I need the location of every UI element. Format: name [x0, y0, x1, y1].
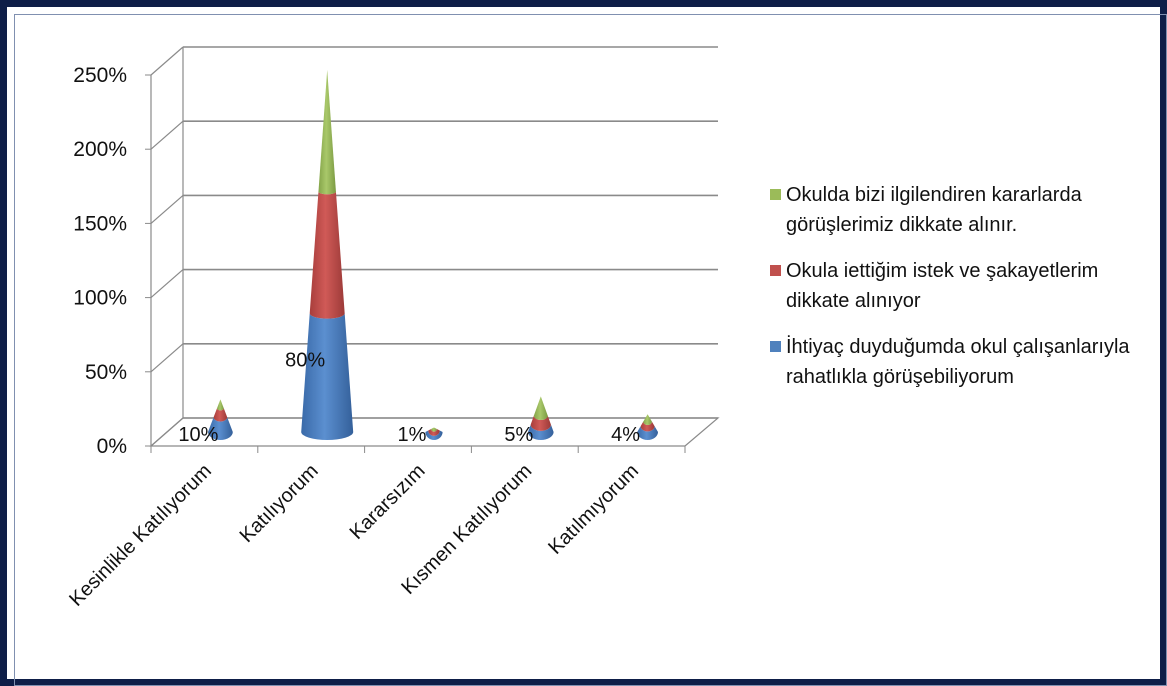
cone-segment-2 — [530, 415, 551, 431]
data-label: 4% — [611, 424, 640, 446]
cone-segment-2 — [428, 429, 440, 436]
gridline-diagonal — [150, 46, 184, 76]
legend-swatch-green — [770, 189, 781, 200]
cone-segment-1 — [208, 417, 233, 440]
legend-swatch-blue — [770, 341, 781, 352]
x-tick-label: Katılıyorum — [236, 460, 323, 547]
cone-segment-2 — [309, 191, 345, 319]
gridline-diagonal — [150, 269, 184, 299]
legend-label-green: Okulda bizi ilgilendiren kararlarda görü… — [786, 184, 1082, 236]
legend-item-red: Okula iettiğim istek ve şakayetlerim dik… — [770, 256, 1160, 316]
gridline-diagonal — [150, 194, 184, 224]
legend: Okulda bizi ilgilendiren kararlarda görü… — [770, 180, 1160, 408]
legend-item-green: Okulda bizi ilgilendiren kararlarda görü… — [770, 180, 1160, 240]
floor — [149, 417, 720, 447]
cone-segment-3 — [318, 69, 336, 195]
y-tick-label: 250% — [73, 64, 127, 87]
y-tick-label: 100% — [73, 287, 127, 310]
legend-swatch-red — [770, 265, 781, 276]
legend-item-blue: İhtiyaç duyduğumda okul çalışanlarıyla r… — [770, 332, 1160, 392]
cone-5 — [637, 414, 658, 440]
cone-segment-3 — [643, 414, 652, 425]
legend-label-red: Okula iettiğim istek ve şakayetlerim dik… — [786, 260, 1099, 312]
y-tick-label: 0% — [97, 435, 127, 458]
data-label: 5% — [504, 424, 533, 446]
gridline-diagonal — [150, 343, 184, 373]
cone-segment-2 — [213, 408, 228, 422]
x-tick-label: Katılmıyorum — [544, 460, 643, 559]
legend-label-blue: İhtiyaç duyduğumda okul çalışanlarıyla r… — [786, 336, 1130, 388]
cone-segment-3 — [217, 399, 224, 411]
cone-segment-3 — [431, 427, 437, 432]
data-label: 10% — [178, 424, 218, 446]
y-tick-label: 200% — [73, 138, 127, 161]
cone-1 — [208, 399, 233, 440]
cone-segment-1 — [637, 426, 658, 440]
gridline-diagonal — [150, 120, 184, 150]
cone-segment-1 — [528, 424, 554, 440]
cone-segment-1 — [301, 313, 354, 440]
x-tick-label: Kararsızım — [346, 460, 430, 544]
cone-2 — [301, 69, 354, 440]
cone-segment-2 — [640, 421, 655, 432]
cone-segment-3 — [533, 396, 548, 421]
data-label: 80% — [285, 350, 325, 372]
y-tick-label: 150% — [73, 212, 127, 235]
gridlines — [150, 46, 718, 447]
data-label: 1% — [398, 424, 427, 446]
y-tick-label: 50% — [85, 361, 127, 384]
cone-3 — [425, 427, 443, 441]
cone-segment-1 — [425, 430, 443, 441]
cone-4 — [528, 396, 554, 440]
x-tick-label: Kesinlikle Katılıyorum — [65, 460, 216, 611]
